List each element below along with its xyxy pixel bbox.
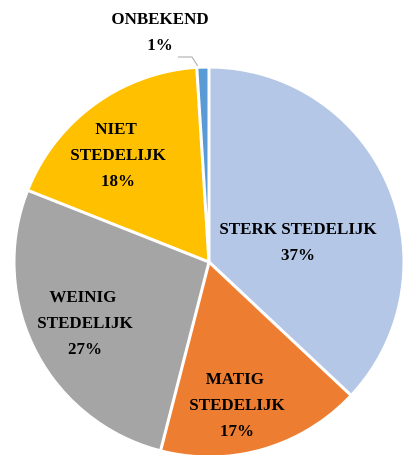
slice-category-label: WEINIG STEDELIJK: [37, 287, 133, 332]
pie-slice: [12, 188, 211, 453]
slice-value-label: 37%: [281, 245, 315, 264]
slice-category-label: MATIG STEDELIJK: [189, 369, 285, 414]
pie-slice: [195, 65, 211, 264]
pie-slice: [26, 65, 211, 264]
pie-slice: [207, 65, 404, 397]
slice-category-label: STERK STEDELIJK: [219, 219, 377, 238]
slice-category-label: ONBEKEND: [111, 9, 208, 28]
leader-line: [178, 56, 200, 69]
slice-value-label: 1%: [147, 35, 173, 54]
slice-value-label: 27%: [68, 339, 102, 358]
slice-category-label: NIET STEDELIJK: [70, 119, 166, 164]
slice-value-label: 18%: [101, 171, 135, 190]
slice-value-label: 17%: [220, 421, 254, 440]
